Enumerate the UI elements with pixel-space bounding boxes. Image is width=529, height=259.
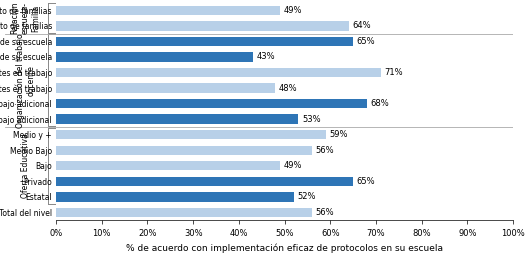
Bar (56, 177, 353, 186)
Text: 65%: 65% (357, 37, 376, 46)
Text: 64%: 64% (352, 21, 371, 30)
Bar (56, 114, 298, 124)
X-axis label: % de acuerdo con implementación eficaz de protocolos en su escuela: % de acuerdo con implementación eficaz d… (126, 244, 443, 253)
Text: 49%: 49% (284, 6, 302, 15)
Text: 49%: 49% (284, 161, 302, 170)
Text: 59%: 59% (330, 130, 348, 139)
Bar (56, 6, 280, 15)
Text: 48%: 48% (279, 84, 298, 92)
Text: 56%: 56% (316, 208, 334, 217)
Bar (56, 37, 353, 46)
Text: Oferta Educativa: Oferta Educativa (21, 133, 30, 198)
Text: 68%: 68% (370, 99, 389, 108)
Bar (56, 21, 349, 31)
Text: 56%: 56% (316, 146, 334, 155)
Text: Relación
escuela-
Familia: Relación escuela- Familia (11, 2, 41, 34)
Text: 53%: 53% (302, 115, 321, 124)
Text: 43%: 43% (256, 53, 275, 61)
Text: Organización del trabajo
docente: Organización del trabajo docente (16, 33, 35, 128)
Text: 52%: 52% (297, 192, 316, 201)
Bar (56, 146, 312, 155)
Text: 65%: 65% (357, 177, 376, 186)
Text: 71%: 71% (384, 68, 403, 77)
Bar (56, 161, 280, 170)
Bar (56, 68, 380, 77)
Bar (56, 99, 367, 108)
Bar (56, 52, 253, 62)
Bar (56, 208, 312, 217)
Bar (56, 83, 276, 93)
Bar (56, 192, 294, 202)
Bar (56, 130, 326, 139)
